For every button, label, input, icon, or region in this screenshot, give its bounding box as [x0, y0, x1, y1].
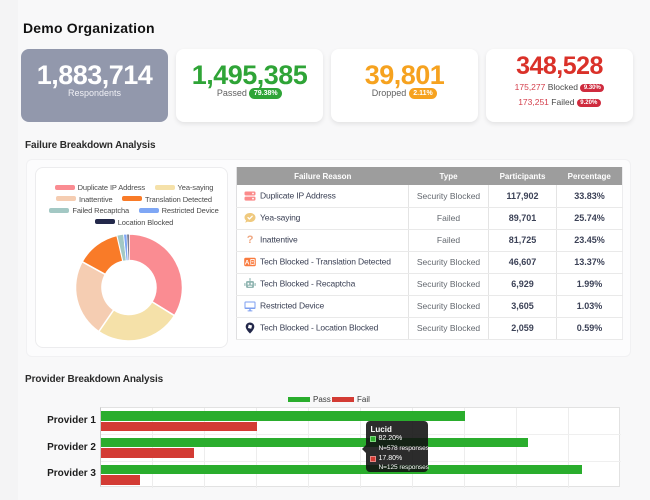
svg-text:A: A: [245, 260, 250, 267]
